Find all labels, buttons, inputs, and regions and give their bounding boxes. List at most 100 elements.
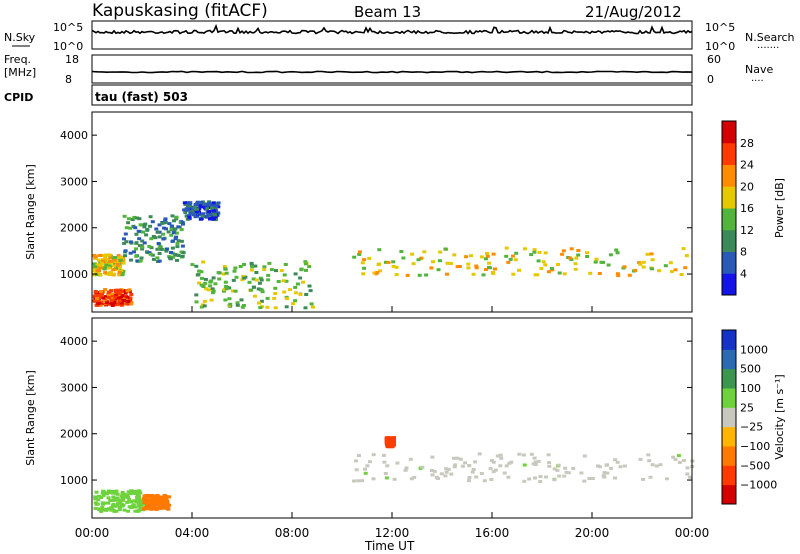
- echo-cell: [547, 464, 552, 468]
- echo-cell: [116, 502, 120, 506]
- echo-cell: [176, 239, 181, 243]
- echo-cell: [213, 213, 218, 217]
- echo-cell: [357, 252, 362, 256]
- noise-right-dots: .......: [757, 40, 779, 51]
- echo-cell: [129, 506, 134, 510]
- echo-cell: [150, 253, 155, 257]
- echo-cell: [176, 225, 181, 229]
- echo-cell: [157, 259, 162, 263]
- echo-cell: [535, 273, 540, 277]
- echo-cell: [134, 241, 139, 245]
- echo-cell: [98, 290, 103, 294]
- echo-cell: [293, 272, 298, 276]
- echo-cell: [133, 505, 138, 509]
- echo-cell: [121, 494, 126, 498]
- echo-cell: [181, 251, 186, 255]
- echo-cell: [103, 271, 108, 275]
- echo-cell: [117, 266, 122, 270]
- echo-cell: [574, 256, 579, 260]
- echo-cell: [182, 208, 187, 212]
- echo-cell: [112, 504, 117, 508]
- echo-cell: [684, 254, 689, 258]
- echo-cell: [259, 288, 264, 292]
- echo-cell: [538, 480, 543, 483]
- echo-cell: [157, 223, 162, 227]
- echo-cell: [136, 502, 141, 506]
- echo-cell: [123, 232, 128, 236]
- echo-cell: [204, 287, 209, 291]
- echo-cell: [145, 228, 150, 232]
- freq-frame: [91, 54, 693, 84]
- echo-cell: [504, 254, 509, 258]
- echo-cell: [670, 270, 674, 273]
- echo-cell: [673, 457, 678, 461]
- echo-cell: [663, 264, 668, 268]
- echo-cell: [213, 282, 218, 286]
- echo-cell: [273, 306, 278, 310]
- time-tick-label: 08:00: [275, 526, 310, 540]
- cpid-mode: tau (fast) 503: [95, 90, 188, 104]
- echo-cell: [303, 260, 308, 264]
- echo-cell: [141, 502, 146, 506]
- time-axis-label: Time UT: [364, 539, 415, 553]
- echo-cell: [94, 490, 99, 494]
- echo-cell: [200, 214, 205, 218]
- echo-cell: [386, 260, 391, 264]
- colorbar-swatch: [722, 229, 736, 252]
- echo-cell: [111, 502, 116, 506]
- echo-cell: [491, 470, 496, 474]
- echo-cell: [122, 299, 127, 302]
- echo-cell: [681, 247, 686, 251]
- echo-cell: [193, 215, 198, 219]
- echo-cell: [159, 247, 164, 251]
- echo-cell: [382, 460, 387, 464]
- echo-cell: [167, 255, 172, 259]
- colorbar-tick-label: 8: [740, 246, 747, 259]
- echo-cell: [135, 216, 140, 220]
- echo-cell: [202, 304, 207, 308]
- freq-right-tick-top: 60: [707, 53, 721, 66]
- echo-cell: [109, 301, 114, 305]
- echo-cell: [232, 269, 237, 273]
- echo-cell: [602, 475, 607, 479]
- echo-cell: [210, 204, 215, 208]
- echo-cell: [203, 277, 208, 281]
- echo-cell: [93, 299, 98, 303]
- echo-cell: [539, 267, 544, 270]
- echo-cell: [227, 297, 232, 301]
- echo-cell: [637, 261, 642, 265]
- echo-cell: [120, 491, 125, 495]
- velocity-bg: [92, 318, 692, 518]
- echo-cell: [594, 257, 599, 261]
- echo-cell: [151, 257, 156, 261]
- velocity-y-label: Slant Range [km]: [24, 370, 37, 466]
- echo-cell: [183, 211, 188, 214]
- echo-cell: [98, 294, 103, 298]
- echo-cell: [150, 220, 155, 224]
- echo-cell: [310, 305, 315, 309]
- echo-cell: [127, 290, 132, 293]
- echo-cell: [648, 475, 653, 479]
- echo-cell: [556, 263, 560, 266]
- echo-cell: [137, 217, 142, 221]
- echo-cell: [104, 507, 109, 511]
- echo-cell: [132, 250, 136, 254]
- echo-cell: [392, 443, 396, 447]
- echo-cell: [194, 207, 199, 211]
- echo-cell: [419, 256, 424, 260]
- echo-cell: [252, 285, 256, 289]
- colorbar-tick-label: 25: [740, 401, 754, 414]
- echo-cell: [298, 276, 303, 280]
- echo-cell: [142, 506, 147, 510]
- echo-cell: [517, 452, 522, 456]
- echo-cell: [204, 203, 209, 207]
- echo-cell: [487, 265, 491, 269]
- y-tick-label: 4000: [60, 129, 88, 142]
- echo-cell: [164, 227, 168, 231]
- echo-cell: [101, 296, 106, 300]
- echo-cell: [549, 266, 554, 270]
- echo-cell: [495, 454, 500, 458]
- echo-cell: [97, 507, 102, 511]
- echo-cell: [119, 256, 124, 260]
- echo-cell: [224, 287, 229, 291]
